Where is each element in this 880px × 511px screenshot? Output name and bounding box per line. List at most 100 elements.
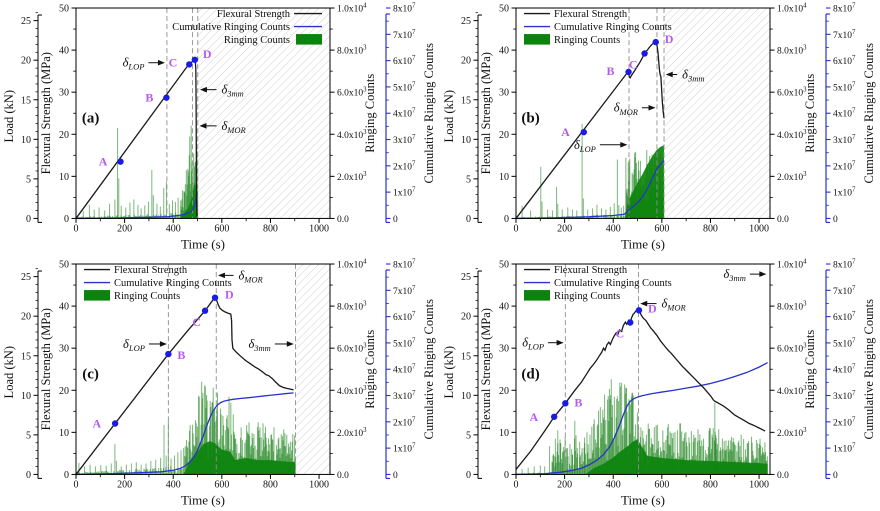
load-tick-label: 5 [26,174,31,185]
marker-label-D: D [225,287,234,301]
legend-label: Flexural Strength [554,265,628,276]
delta-MOR-label: δMOR [661,296,686,312]
cumulative-tick-label: 3x107 [393,134,416,146]
marker-point-B [165,350,172,357]
mpa-axis-title: Flexural Strength (MPa) [39,52,53,174]
flexural-strength-curve [515,307,766,470]
marker-label-C: C [169,55,178,69]
mpa-tick-label: 0 [64,469,69,480]
cumulative-axis-title: Cumulative Ringing Counts [422,298,436,439]
counts-tick-label: 1.0x104 [777,258,807,270]
marker-point-B [625,68,632,76]
marker-label-B: B [574,395,582,409]
mpa-tick-label: 0 [504,214,509,225]
load-tick-label: 5 [466,174,471,185]
counts-tick-label: 1.0x104 [777,3,807,15]
x-axis-title: Time (s) [181,492,225,507]
delta-LOP-arrow [148,59,165,66]
post-failure-hatch-region [295,263,330,474]
flexural-strength-curve [515,41,665,219]
x-tick-label: 400 [166,223,181,234]
cumulative-tick-label: 8x107 [393,3,416,15]
load-axis-title: Load (kN) [2,345,16,397]
load-tick-label: 5 [26,430,31,441]
counts-axis-title: Ringing Counts [803,329,817,408]
x-tick-label: 600 [654,479,669,490]
cumulative-tick-label: 3x107 [833,390,856,402]
cumulative-tick-label: 8x107 [833,3,856,15]
cumulative-ringing-counts-curve [75,192,198,220]
delta-LOP-arrow [548,339,564,346]
x-tick-label: 1000 [309,223,329,234]
cumulative-tick-label: 6x107 [833,311,856,323]
panel-letter: (d) [521,366,539,382]
delta-MOR-label: δMOR [239,268,264,284]
marker-point-A [117,158,124,165]
cumulative-tick-label: 5x107 [393,81,416,93]
load-tick-label: 0 [26,469,31,480]
cumulative-tick-label: 7x107 [833,284,856,296]
mpa-axis-title: Flexural Strength (MPa) [479,308,493,430]
cumulative-tick-label: 2x107 [833,160,856,172]
cumulative-tick-label: 8x107 [833,258,856,270]
load-tick-label: 5 [466,430,471,441]
marker-label-D: D [203,47,212,61]
x-tick-label: 0 [514,223,519,234]
x-tick-label: 400 [606,223,621,234]
x-tick-label: 0 [514,479,519,490]
delta-LOP-label: δLOP [574,138,596,154]
legend-label: Flexural Strength [217,9,291,20]
cumulative-axis-title: Cumulative Ringing Counts [422,43,436,184]
counts-tick-label: 8.0x103 [777,300,807,312]
x-axis-title: Time (s) [621,236,665,251]
marker-label-C: C [629,57,638,71]
mpa-tick-label: 50 [499,259,509,270]
stage-markers: A B C D [529,301,656,423]
counts-tick-label: 8.0x103 [777,45,807,57]
marker-point-D [635,306,643,314]
cumulative-ringing-counts-curve [75,391,294,475]
cumulative-tick-label: 8x107 [393,258,416,270]
load-tick-label: 25 [21,16,31,27]
legend-swatch [296,34,322,45]
stage-markers: A B C D [99,47,212,169]
marker-point-D [652,38,659,46]
marker-label-D: D [665,32,674,46]
delta-LOP-arrow [599,141,628,148]
mpa-tick-label: 20 [499,385,509,396]
legend-swatch [84,289,110,301]
mpa-tick-label: 20 [59,385,69,396]
x-tick-label: 600 [214,479,229,490]
counts-tick-label: 4.0x103 [337,384,367,396]
marker-point-C [627,318,634,326]
delta-LOP-label: δLOP [522,335,544,351]
x-tick-label: 400 [606,479,621,490]
x-tick-label: 800 [263,479,278,490]
cumulative-tick-label: 1x107 [833,187,856,199]
counts-tick-label: 6.0x103 [777,87,807,99]
panel-b: 0 200 400 600 800 1000 Time (s) 0 10 20 30 40 50 Flex… [440,0,880,256]
counts-tick-label: 6.0x103 [777,342,807,354]
flexural-strength-curve [75,58,198,219]
counts-tick-label: 1.0x104 [337,258,367,270]
load-axis-title: Load (kN) [2,90,16,142]
x-tick-label: 0 [74,223,79,234]
marker-label-A: A [561,125,570,139]
counts-tick-label: 2.0x103 [337,426,367,438]
x-tick-label: 0 [74,479,79,490]
cumulative-tick-label: 3x107 [833,134,856,146]
x-tick-label: 200 [117,479,132,490]
legend-label: Ringing Counts [554,35,620,46]
delta-LOP-label: δLOP [123,336,145,352]
load-tick-label: 10 [461,390,471,401]
mpa-tick-label: 10 [499,427,509,438]
load-tick-label: 25 [461,272,471,283]
mpa-tick-label: 40 [499,46,509,57]
mpa-tick-label: 50 [59,259,69,270]
ringing-counts-dense-base [585,439,768,474]
delta-LOP-label: δLOP [123,56,145,72]
